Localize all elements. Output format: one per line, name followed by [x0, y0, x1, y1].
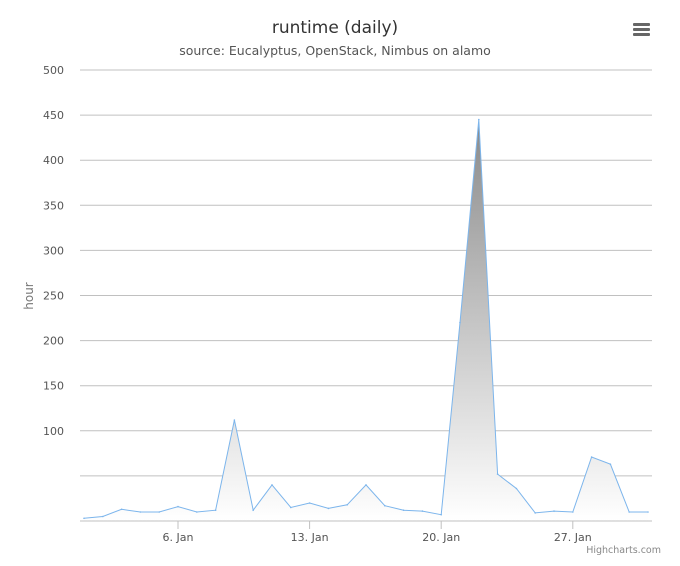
data-point: [177, 505, 179, 508]
y-tick-label: 350: [43, 199, 64, 212]
y-tick-label: 200: [43, 335, 64, 348]
data-point: [214, 509, 217, 512]
data-point: [252, 509, 254, 512]
data-point: [496, 473, 499, 475]
series-line: [83, 119, 648, 519]
data-point: [647, 511, 649, 513]
data-point: [440, 513, 443, 516]
data-point: [233, 419, 236, 421]
data-point: [421, 510, 424, 512]
data-point: [515, 487, 518, 490]
y-axis-title: hour: [22, 282, 36, 310]
data-point: [365, 484, 367, 486]
credits-link[interactable]: Highcharts.com: [586, 545, 661, 556]
x-tick-label: 13. Jan: [291, 531, 329, 544]
x-tick-label: 27. Jan: [554, 531, 592, 544]
x-tick-label: 6. Jan: [163, 531, 194, 544]
data-point: [384, 504, 386, 507]
x-tick-label: 20. Jan: [422, 531, 460, 544]
data-point: [478, 118, 480, 121]
y-axis-ticks: 100 150 200 250 300 350 400 450 500: [43, 64, 64, 438]
series-area: [83, 118, 649, 521]
data-point: [102, 515, 104, 518]
y-tick-label: 150: [43, 380, 64, 393]
menu-icon[interactable]: [630, 18, 654, 40]
chart-title: runtime (daily): [272, 18, 398, 38]
chart-subtitle: source: Eucalyptus, OpenStack, Nimbus on…: [179, 43, 491, 58]
data-point: [346, 504, 349, 506]
series-fill: [84, 119, 648, 521]
data-point: [308, 502, 311, 504]
data-point: [158, 511, 160, 513]
data-point: [290, 506, 292, 509]
data-point: [83, 517, 85, 520]
data-point: [590, 456, 593, 458]
y-tick-label: 500: [43, 64, 64, 77]
data-point: [402, 509, 405, 512]
data-point: [120, 508, 123, 511]
y-tick-label: 450: [43, 109, 64, 122]
y-tick-label: 100: [43, 425, 64, 438]
data-point: [196, 511, 198, 513]
data-point: [327, 507, 330, 510]
data-point: [459, 321, 461, 324]
grid-lines: [80, 69, 652, 477]
y-tick-label: 250: [43, 290, 64, 303]
data-point: [553, 510, 555, 512]
y-tick-label: 300: [43, 244, 64, 257]
data-point: [271, 484, 273, 486]
data-point: [139, 511, 142, 513]
data-point: [572, 511, 574, 513]
data-point: [609, 463, 612, 466]
y-tick-label: 400: [43, 154, 64, 167]
data-point: [534, 512, 536, 514]
data-point: [628, 511, 630, 513]
x-axis-ticks: 6. Jan 13. Jan 20. Jan 27. Jan: [163, 521, 592, 544]
